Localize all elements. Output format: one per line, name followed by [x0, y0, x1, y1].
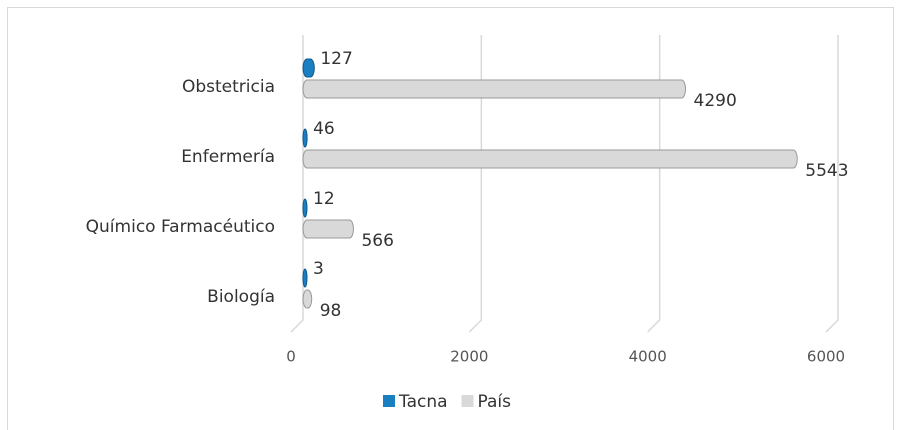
- grid-line: [647, 35, 661, 333]
- bar: [302, 128, 308, 148]
- legend-label: País: [478, 392, 512, 412]
- x-tick-label: 2000: [450, 348, 488, 366]
- chart-frame: [7, 7, 894, 430]
- x-tick-label: 0: [286, 348, 296, 366]
- x-tick-label: 4000: [629, 348, 667, 366]
- y-tick-label: Biología: [207, 287, 275, 307]
- bar: [302, 149, 798, 169]
- data-label: 46: [313, 119, 335, 139]
- data-label: 127: [320, 49, 352, 69]
- bar: [302, 289, 313, 309]
- grid-line: [825, 35, 839, 333]
- legend-label: Tacna: [398, 392, 448, 412]
- bar: [302, 219, 354, 239]
- bar: [302, 198, 308, 218]
- x-tick-label: 6000: [807, 348, 845, 366]
- y-tick-label: Obstetricia: [182, 77, 275, 97]
- y-tick-label: Enfermería: [181, 147, 275, 167]
- data-label: 5543: [805, 161, 848, 181]
- bar: [302, 268, 308, 288]
- legend-swatch: [461, 395, 474, 407]
- data-label: 3: [313, 259, 324, 279]
- data-label: 4290: [694, 91, 737, 111]
- data-label: 566: [361, 231, 393, 251]
- legend-swatch: [383, 395, 395, 407]
- y-tick-label: Químico Farmacéutico: [86, 217, 275, 237]
- data-label: 12: [313, 189, 335, 209]
- data-label: 98: [320, 301, 342, 321]
- bar: [302, 79, 687, 99]
- bar: [302, 58, 315, 78]
- grid-line: [468, 35, 483, 333]
- grid-line: [290, 35, 304, 333]
